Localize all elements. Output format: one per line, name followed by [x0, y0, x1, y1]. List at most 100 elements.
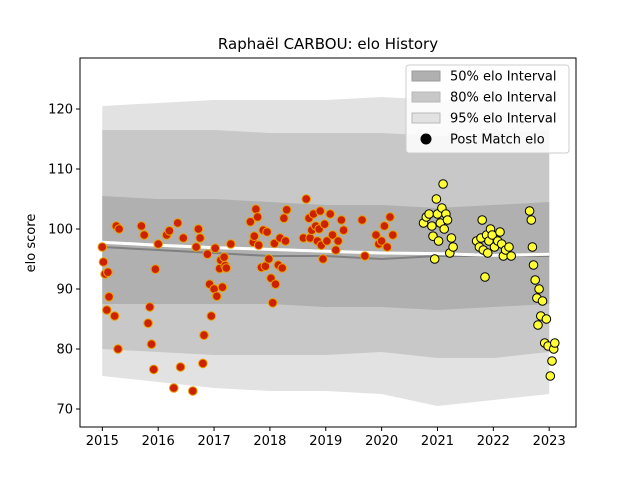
post-match-elo-point — [537, 296, 548, 306]
post-match-elo-point — [277, 263, 288, 273]
post-match-elo-point — [212, 291, 222, 302]
legend-entry-95-label: 95% elo Interval — [450, 112, 557, 127]
legend-entry-80-label: 80% elo Interval — [450, 91, 557, 106]
post-match-elo-point — [439, 224, 450, 234]
post-match-elo-point — [442, 215, 453, 225]
post-match-elo-point — [264, 254, 274, 264]
post-match-elo-point — [360, 251, 370, 261]
post-match-elo-point — [281, 205, 292, 215]
post-match-elo-point — [357, 215, 367, 225]
post-match-elo-point — [279, 213, 289, 223]
post-match-elo-point — [530, 275, 541, 285]
post-match-elo-point — [153, 239, 163, 249]
post-match-elo-point — [336, 215, 347, 225]
post-match-elo-point — [164, 226, 175, 236]
chart-title: Raphaël CARBOU: elo History — [218, 35, 438, 53]
post-match-elo-point — [280, 236, 291, 246]
post-match-elo-point — [533, 320, 543, 330]
post-match-elo-point — [388, 230, 398, 240]
post-match-elo-point — [301, 194, 312, 204]
post-match-elo-point — [267, 298, 278, 308]
trend-elo-line — [102, 240, 550, 257]
post-match-elo-point — [97, 242, 108, 252]
post-match-elo-point — [226, 239, 236, 249]
post-match-elo-point — [172, 218, 183, 228]
post-match-elo-point — [524, 206, 535, 216]
post-match-elo-point — [482, 248, 493, 258]
post-match-elo-point — [382, 242, 393, 252]
legend-entry-95-swatch — [411, 112, 441, 124]
axes: 2015 2016 2017 2018 2019 2020 2021 2022 2023 70 80… — [48, 57, 577, 449]
post-match-elo-point — [217, 282, 228, 293]
post-match-elo-point — [188, 386, 198, 396]
post-match-elo-point — [249, 231, 260, 241]
x-tick-label: 2023 — [533, 434, 566, 449]
legend: 50% elo Interval 80% elo Interval 95% elo … — [405, 64, 570, 154]
legend-entry-50-label: 50% elo Interval — [450, 70, 557, 85]
post-match-elo-point — [448, 242, 458, 252]
y-tick-label: 90 — [56, 283, 73, 298]
post-match-elo-point — [550, 338, 560, 348]
post-match-elo-point — [114, 224, 124, 234]
post-match-elo-point — [221, 263, 232, 273]
post-match-elo-point — [433, 236, 444, 246]
post-match-elo-point — [319, 219, 330, 229]
x-tick-label: 2016 — [142, 434, 175, 449]
post-match-elo-point — [146, 339, 157, 350]
post-match-elo-point — [145, 302, 155, 312]
plot-area — [97, 97, 560, 406]
post-match-elo-point — [253, 240, 264, 250]
post-match-elo-point — [198, 358, 208, 369]
post-match-elo-point — [148, 364, 159, 375]
x-tick-label: 2019 — [309, 434, 342, 449]
post-match-elo-point — [325, 209, 336, 219]
post-match-elo-point — [534, 284, 544, 294]
post-match-elo-point — [102, 305, 112, 315]
post-match-elo-point — [333, 236, 343, 246]
post-match-elo-point — [495, 227, 505, 237]
post-match-elo-point — [270, 279, 281, 290]
post-match-elo-point — [545, 371, 556, 381]
x-tick-label: 2015 — [86, 434, 119, 449]
post-match-elo-point — [206, 311, 217, 321]
post-match-elo-point — [438, 179, 448, 189]
legend-entry-post-match-marker — [420, 133, 432, 145]
post-match-elo-point — [315, 206, 326, 216]
post-match-elo-point — [322, 236, 332, 246]
post-match-elo-point — [379, 221, 390, 231]
y-tick-label: 110 — [48, 163, 73, 178]
post-match-elo-point — [98, 257, 109, 267]
post-match-elo-point — [202, 249, 213, 259]
post-match-elo-point — [175, 362, 186, 372]
legend-entry-post-match-label: Post Match elo — [450, 133, 545, 148]
post-match-elo-point — [113, 344, 123, 354]
x-tick-label: 2017 — [198, 434, 231, 449]
post-match-elo-point — [506, 251, 517, 261]
post-match-elo-point — [169, 383, 179, 393]
legend-box — [405, 64, 570, 154]
post-match-elo-point — [195, 233, 205, 243]
post-match-elo-point — [541, 314, 552, 324]
post-match-elo-point — [219, 252, 229, 263]
post-match-elo-point — [431, 194, 442, 204]
post-match-elo-point — [191, 242, 201, 252]
post-match-elo-point — [385, 212, 395, 222]
post-match-elo-point — [143, 318, 153, 329]
post-match-elo-point — [527, 242, 538, 252]
legend-entry-80-swatch — [411, 91, 441, 103]
post-match-elo-point — [103, 267, 113, 278]
post-match-elo-point — [504, 242, 514, 252]
post-match-elo-point — [528, 260, 539, 270]
post-match-elo-point — [210, 243, 220, 253]
post-match-elo-point — [338, 225, 349, 235]
post-match-elo-point — [547, 356, 557, 366]
post-match-elo-point — [327, 230, 338, 240]
x-tick-label: 2018 — [253, 434, 286, 449]
post-match-elo-point — [424, 209, 434, 219]
plot-frame — [79, 57, 577, 428]
post-match-elo-point — [480, 272, 490, 282]
post-match-elo-point — [427, 221, 437, 231]
x-tick-label: 2021 — [421, 434, 454, 449]
post-match-elo-point — [429, 254, 440, 264]
